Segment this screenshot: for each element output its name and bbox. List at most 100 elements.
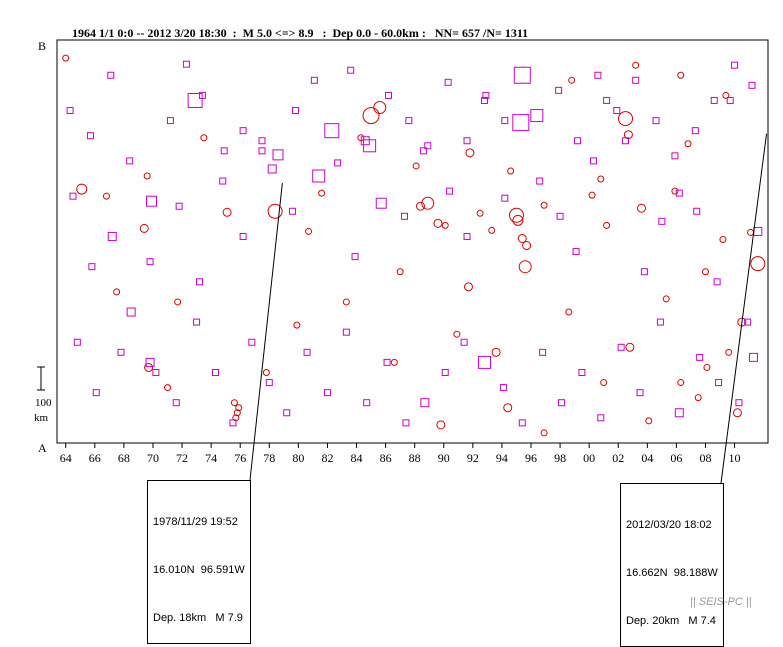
event-circle (637, 203, 647, 213)
event-circle (507, 167, 515, 175)
event-square (88, 263, 96, 271)
event-circle (725, 348, 733, 356)
event-circle (235, 404, 243, 412)
annotation-1978-coords: 16.010N 96.591W (153, 564, 245, 576)
event-circle (703, 363, 711, 371)
event-circle (139, 223, 149, 233)
event-square (590, 157, 598, 165)
event-square (441, 368, 449, 376)
x-tick-label: 82 (321, 451, 333, 465)
event-square (753, 226, 763, 236)
event-square (258, 137, 266, 145)
event-square (219, 177, 227, 185)
event-circle (488, 226, 496, 234)
x-tick-label: 68 (118, 451, 130, 465)
event-square (172, 399, 180, 407)
event-square (383, 358, 391, 366)
event-circle (701, 268, 709, 276)
event-square (574, 137, 582, 145)
event-circle (342, 298, 350, 306)
event-square (632, 76, 640, 84)
event-circle (390, 358, 398, 366)
event-circle (512, 214, 524, 226)
x-tick-label: 96 (525, 451, 537, 465)
event-square (696, 353, 704, 361)
event-circle (230, 399, 238, 407)
event-square (323, 389, 331, 397)
x-tick-label: 90 (438, 451, 450, 465)
event-square (342, 328, 350, 336)
event-circle (747, 228, 755, 236)
event-square (193, 318, 201, 326)
event-square (675, 189, 683, 197)
event-square (360, 136, 370, 146)
event-circle (373, 101, 387, 115)
event-square (175, 202, 183, 210)
event-circle (662, 295, 670, 303)
event-circle (732, 408, 742, 418)
event-square (748, 81, 756, 89)
x-tick-label: 08 (699, 451, 711, 465)
event-circle (677, 379, 685, 387)
event-square (363, 139, 377, 153)
event-square (463, 232, 471, 240)
event-circle (684, 140, 692, 148)
x-tick-label: 80 (292, 451, 304, 465)
event-circle (540, 201, 548, 209)
event-square (187, 92, 203, 108)
event-circle (565, 308, 573, 316)
event-square (145, 357, 155, 367)
event-circle (597, 175, 605, 183)
event-circle (522, 241, 532, 251)
x-tick-label: 76 (234, 451, 246, 465)
annotation-1978-date: 1978/11/29 19:52 (153, 516, 238, 528)
event-circle (436, 420, 446, 430)
event-circle (465, 148, 475, 158)
plot-frame (56, 39, 769, 444)
event-circle (503, 403, 513, 413)
annotation-box-2012: 2012/03/20 18:02 16.662N 98.188W Dep. 20… (620, 483, 724, 647)
event-square (303, 348, 311, 356)
event-square (239, 232, 247, 240)
event-circle (719, 235, 727, 243)
y-label-bottom: A (38, 441, 47, 455)
annotation-box-1978: 1978/11/29 19:52 16.010N 96.591W Dep. 18… (147, 480, 251, 644)
x-tick-label: 94 (496, 451, 508, 465)
x-tick-label: 04 (641, 451, 653, 465)
event-square (658, 217, 666, 225)
event-square (748, 352, 758, 362)
event-circle (318, 189, 326, 197)
event-square (693, 207, 701, 215)
event-square (385, 91, 393, 99)
event-circle (144, 362, 154, 372)
event-square (530, 109, 544, 123)
x-tick-label: 70 (147, 451, 159, 465)
event-square (710, 96, 718, 104)
event-circle (267, 203, 283, 219)
x-tick-label: 88 (409, 451, 421, 465)
x-tick-label: 72 (176, 451, 188, 465)
event-square (674, 408, 684, 418)
event-circle (476, 209, 484, 217)
event-circle (618, 111, 634, 127)
scale-bar-value: 100 (35, 397, 52, 409)
event-square (291, 107, 299, 115)
event-circle (62, 54, 70, 62)
event-circle (174, 298, 182, 306)
event-square (195, 278, 203, 286)
event-circle (441, 221, 449, 229)
event-square (334, 159, 342, 167)
chart-title: 1964 1/1 0:0 -- 2012 3/20 18:30 : M 5.0 … (72, 26, 529, 40)
event-square (617, 343, 625, 351)
annotation-2012-coords: 16.662N 98.188W (626, 567, 718, 579)
event-circle (412, 162, 420, 170)
event-circle (200, 134, 208, 142)
x-tick-label: 10 (729, 451, 741, 465)
event-square (198, 91, 206, 99)
x-tick-label: 00 (583, 451, 595, 465)
event-circle (421, 196, 435, 210)
event-square (735, 399, 743, 407)
event-circle (568, 76, 576, 84)
event-circle (694, 394, 702, 402)
scale-bar: 100 km (34, 366, 52, 424)
